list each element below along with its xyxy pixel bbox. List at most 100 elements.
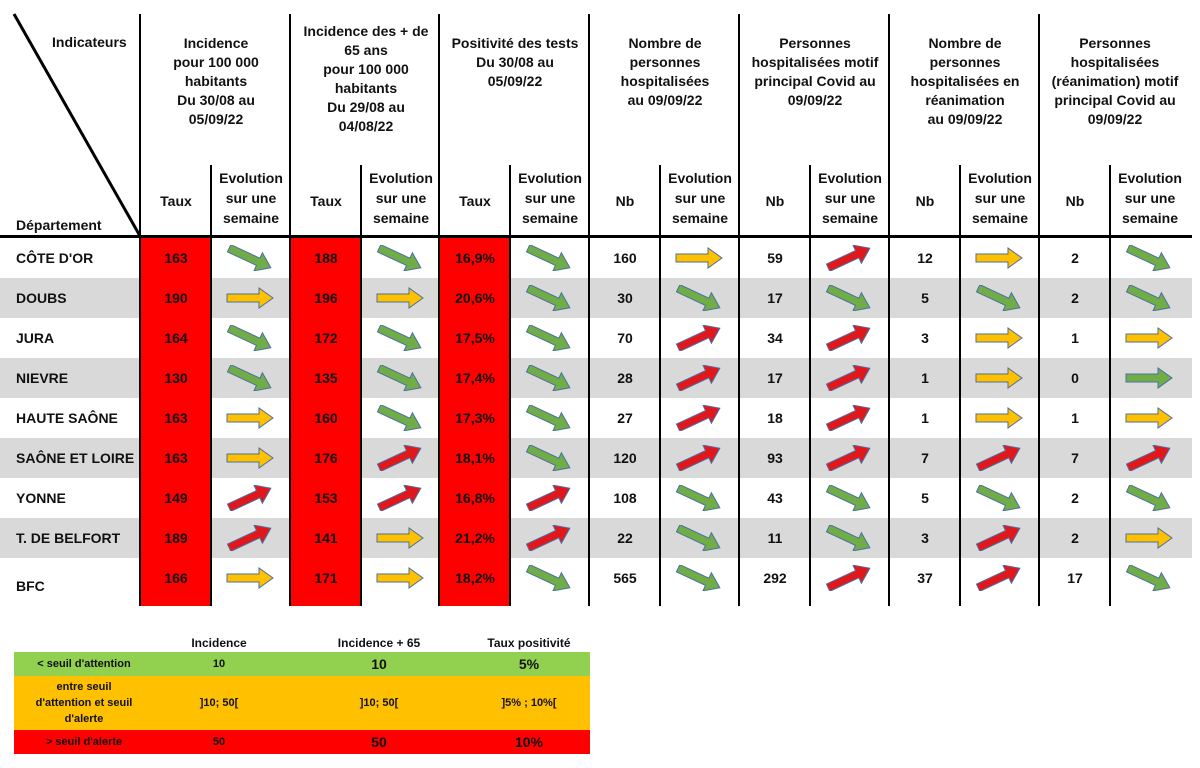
indicator-value: 171 — [314, 570, 338, 586]
subheader-value: Taux — [459, 193, 491, 209]
column-group-title-line: Incidence — [183, 35, 249, 51]
column-group-title-line: pour 100 000 — [173, 54, 259, 70]
trend-up-arrow-icon — [225, 485, 275, 511]
trend-up-arrow-icon — [974, 525, 1024, 551]
indicator-value: 190 — [164, 290, 188, 306]
indicator-value: 149 — [164, 490, 188, 506]
column-group-title-line: au 09/09/22 — [627, 92, 703, 108]
indicator-value: 163 — [164, 250, 188, 266]
indicator-value: 163 — [164, 450, 188, 466]
column-group-title-line: Du 29/08 au — [327, 99, 405, 115]
indicator-value: 37 — [917, 570, 933, 586]
trend-up-arrow-icon — [375, 445, 425, 471]
indicator-value: 1 — [1071, 410, 1079, 426]
alert-red-column — [291, 238, 361, 606]
indicator-value: 120 — [613, 450, 637, 466]
legend-value: 10 — [371, 656, 387, 672]
trend-flat-arrow-icon — [225, 565, 275, 591]
legend-value: 50 — [212, 736, 226, 748]
column-group-title-line: principal Covid au — [1054, 92, 1176, 108]
column-divider — [588, 14, 590, 606]
subheader-evolution: Evolution sur une semaine — [960, 168, 1040, 228]
trend-up-arrow-icon — [225, 525, 275, 551]
indicator-value: 1 — [921, 370, 929, 386]
legend-header-positivite: Taux positivité — [487, 636, 571, 650]
departement-name: BFC — [16, 578, 45, 594]
subheader-evolution: Evolution sur une semaine — [660, 168, 740, 228]
column-divider — [659, 165, 661, 606]
subheader-evolution-line: sur une — [674, 190, 726, 206]
trend-down-arrow-icon — [674, 525, 724, 551]
legend-header-incidence65: Incidence + 65 — [337, 636, 421, 650]
trend-down-arrow-icon — [1124, 245, 1174, 271]
legend-row-green: < seuil d'attention 10 10 5% — [14, 652, 590, 676]
subheader-evolution: Evolution sur une semaine — [810, 168, 890, 228]
indicator-value: 196 — [314, 290, 338, 306]
indicator-value: 141 — [314, 530, 338, 546]
trend-down-arrow-icon — [524, 405, 574, 431]
indicator-value: 163 — [164, 410, 188, 426]
subheader-evolution-line: semaine — [372, 210, 430, 226]
subheader-value: Nb — [1065, 193, 1085, 209]
trend-up-arrow-icon — [824, 365, 874, 391]
legend-value: 5% — [518, 656, 540, 672]
trend-down-arrow-icon — [824, 525, 874, 551]
column-group-title-line: 09/09/22 — [1087, 111, 1143, 127]
trend-up-arrow-icon — [824, 405, 874, 431]
trend-up-arrow-icon — [824, 325, 874, 351]
column-group-title-line: Du 30/08 au — [177, 92, 255, 108]
trend-up-arrow-icon — [674, 365, 724, 391]
indicator-value: 7 — [921, 450, 929, 466]
trend-down-arrow-icon — [225, 325, 275, 351]
departement-name: NIEVRE — [16, 370, 69, 386]
trend-flat-arrow-icon — [225, 445, 275, 471]
indicateurs-label: Indicateurs — [52, 34, 127, 50]
trend-down-arrow-icon — [375, 325, 425, 351]
indicator-value: 17 — [767, 370, 783, 386]
trend-flat-arrow-icon — [974, 245, 1024, 271]
indicator-value: 135 — [314, 370, 338, 386]
indicator-value: 188 — [314, 250, 338, 266]
trend-down-arrow-icon — [674, 485, 724, 511]
column-divider — [888, 14, 890, 606]
trend-flat-arrow-icon — [1124, 325, 1174, 351]
column-group-title-line: hospitalisées — [620, 73, 710, 89]
indicator-value: 1 — [921, 410, 929, 426]
column-group-title-line: principal Covid au — [754, 73, 876, 89]
column-group-title-line: hospitalisées en — [910, 73, 1020, 89]
column-group-title-line: Personnes — [779, 35, 851, 51]
column-divider — [438, 14, 440, 606]
trend-up-arrow-icon — [674, 445, 724, 471]
indicator-value: 20,6% — [455, 290, 495, 306]
indicator-value: 565 — [613, 570, 637, 586]
subheader-value: Nb — [615, 193, 635, 209]
trend-down-arrow-icon — [974, 485, 1024, 511]
column-divider — [210, 165, 212, 606]
column-group-title-line: Du 30/08 au — [476, 54, 554, 70]
subheader-evolution-line: sur une — [524, 190, 576, 206]
legend-label-line: d'alerte — [64, 713, 104, 725]
subheader-evolution-line: sur une — [1124, 190, 1176, 206]
trend-up-arrow-icon — [824, 445, 874, 471]
indicator-value: 70 — [617, 330, 633, 346]
subheader-evolution-line: Evolution — [369, 170, 433, 186]
departement-name: HAUTE SAÔNE — [16, 410, 118, 426]
trend-up-arrow-icon — [824, 245, 874, 271]
legend-label-green: < seuil d'attention — [37, 658, 131, 670]
column-divider — [1109, 165, 1111, 606]
indicator-value: 160 — [613, 250, 637, 266]
indicator-value: 11 — [767, 530, 783, 546]
trend-down-arrow-icon — [225, 245, 275, 271]
indicator-value: 30 — [617, 290, 633, 306]
column-group-title-line: 05/09/22 — [487, 73, 543, 89]
indicator-value: 18 — [767, 410, 783, 426]
indicator-value: 164 — [164, 330, 188, 346]
departement-name: SAÔNE ET LOIRE — [16, 450, 135, 466]
trend-flat-arrow-icon — [974, 365, 1024, 391]
indicator-value: 3 — [921, 530, 929, 546]
subheader-evolution-line: Evolution — [518, 170, 582, 186]
departement-label: Département — [16, 217, 102, 233]
legend-header-incidence: Incidence — [191, 636, 247, 650]
column-group-title-line: 65 ans — [344, 42, 388, 58]
indicator-value: 17 — [767, 290, 783, 306]
